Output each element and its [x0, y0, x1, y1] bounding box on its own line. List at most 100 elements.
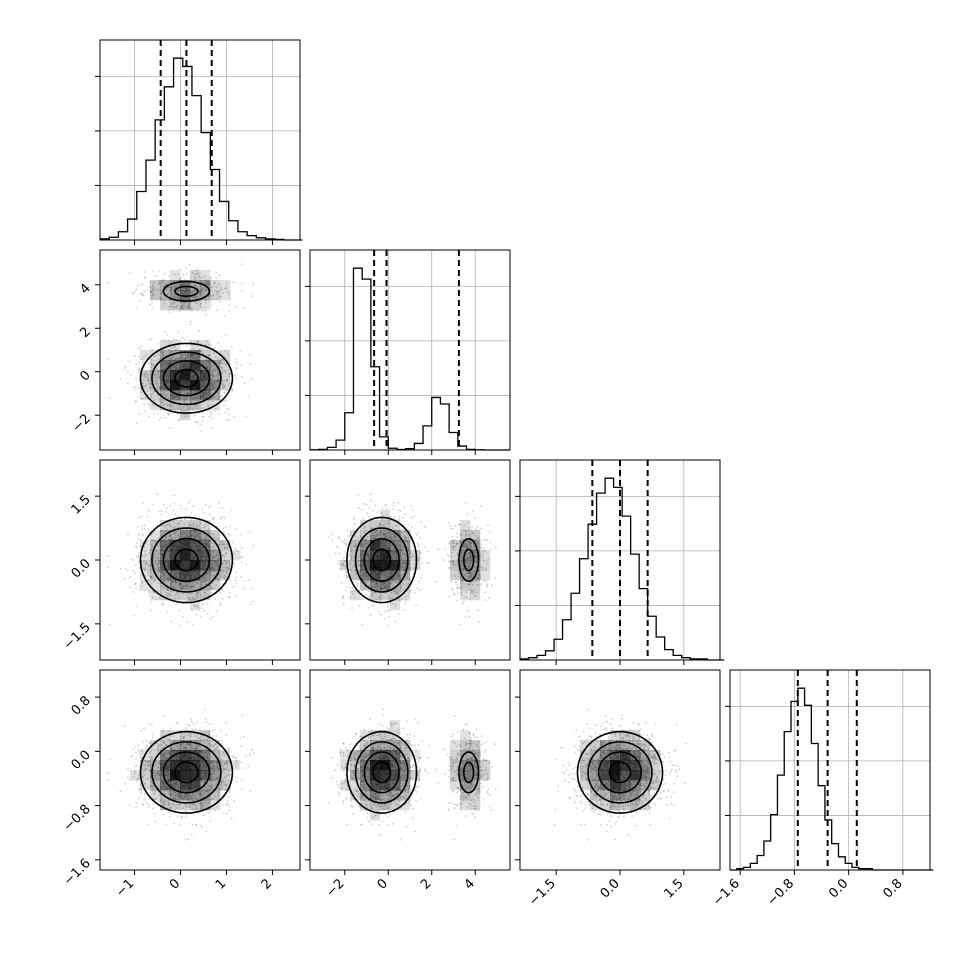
- sample-point: [368, 607, 370, 609]
- sample-point: [144, 271, 146, 273]
- sample-point: [129, 586, 131, 588]
- sample-point: [207, 613, 209, 615]
- sample-point: [226, 420, 228, 422]
- sample-point: [368, 590, 370, 592]
- sample-point: [221, 507, 223, 509]
- sample-point: [200, 431, 202, 433]
- sample-point: [487, 524, 489, 526]
- sample-point: [221, 804, 223, 806]
- sample-point: [415, 604, 417, 606]
- sample-point: [400, 510, 402, 512]
- sample-point: [345, 545, 347, 547]
- sample-point: [448, 596, 450, 598]
- sample-point: [150, 601, 152, 603]
- sample-point: [202, 310, 204, 312]
- sample-point: [165, 511, 167, 513]
- density-cell: [370, 550, 380, 560]
- sample-point: [146, 740, 148, 742]
- sample-point: [135, 564, 137, 566]
- density-cell: [470, 590, 480, 600]
- sample-point: [468, 616, 470, 618]
- sample-point: [144, 277, 146, 279]
- sample-point: [143, 528, 145, 530]
- sample-point: [203, 610, 205, 612]
- sample-point: [459, 624, 461, 626]
- density-cell: [390, 570, 400, 580]
- sample-point: [138, 413, 140, 415]
- sample-point: [178, 420, 180, 422]
- sample-point: [138, 372, 140, 374]
- sample-point: [355, 582, 357, 584]
- sample-point: [347, 540, 349, 542]
- sample-point: [243, 588, 245, 590]
- sample-point: [233, 563, 235, 565]
- sample-point: [245, 564, 247, 566]
- sample-point: [144, 524, 146, 526]
- sample-point: [251, 588, 253, 590]
- sample-point: [328, 536, 330, 538]
- sample-point: [370, 493, 372, 495]
- density-cell: [180, 550, 190, 560]
- sample-point: [211, 412, 213, 414]
- sample-point: [362, 598, 364, 600]
- sample-point: [162, 602, 164, 604]
- sample-point: [146, 516, 148, 518]
- sample-point: [477, 609, 479, 611]
- sample-point: [154, 413, 156, 415]
- sample-point: [178, 332, 180, 334]
- density-cell: [200, 270, 210, 280]
- histogram-panel-2: [515, 460, 724, 660]
- sample-point: [435, 581, 437, 583]
- sample-point: [222, 528, 224, 530]
- histogram-step-0: [100, 58, 302, 240]
- sample-point: [138, 387, 140, 389]
- sample-point: [210, 344, 212, 346]
- sample-point: [231, 510, 233, 512]
- sample-point: [156, 493, 158, 495]
- sample-point: [179, 310, 181, 312]
- sample-point: [347, 535, 349, 537]
- sample-point: [236, 363, 238, 365]
- sample-point: [201, 607, 203, 609]
- sample-point: [456, 588, 458, 590]
- sample-point: [134, 572, 136, 574]
- sample-point: [229, 310, 231, 312]
- sample-point: [422, 562, 424, 564]
- sample-point: [185, 267, 187, 269]
- sample-point: [152, 271, 154, 273]
- sample-point: [198, 330, 200, 332]
- sample-point: [231, 346, 233, 348]
- sample-point: [189, 323, 191, 325]
- sample-point: [228, 409, 230, 411]
- sample-point: [228, 419, 230, 421]
- scatter-panel-3-0: [100, 670, 300, 870]
- sample-point: [420, 521, 422, 523]
- sample-point: [129, 804, 131, 806]
- sample-point: [224, 315, 226, 317]
- sample-point: [159, 419, 161, 421]
- density-cell: [180, 410, 190, 420]
- sample-point: [215, 410, 217, 412]
- sample-point: [210, 592, 212, 594]
- sample-point: [175, 516, 177, 518]
- sample-point: [427, 550, 429, 552]
- sample-point: [490, 548, 492, 550]
- density-cell: [370, 560, 380, 570]
- sample-point: [363, 518, 365, 520]
- sample-point: [124, 369, 126, 371]
- sample-point: [472, 510, 474, 512]
- sample-point: [417, 542, 419, 544]
- sample-point: [167, 611, 169, 613]
- sample-point: [363, 503, 365, 505]
- sample-point: [219, 604, 221, 606]
- sample-point: [252, 601, 254, 603]
- sample-point: [208, 416, 210, 418]
- sample-point: [134, 355, 136, 357]
- sample-point: [132, 570, 134, 572]
- sample-point: [394, 621, 396, 623]
- sample-point: [175, 513, 177, 515]
- sample-point: [448, 561, 450, 563]
- sample-point: [370, 500, 372, 502]
- sample-point: [228, 304, 230, 306]
- sample-point: [370, 615, 372, 617]
